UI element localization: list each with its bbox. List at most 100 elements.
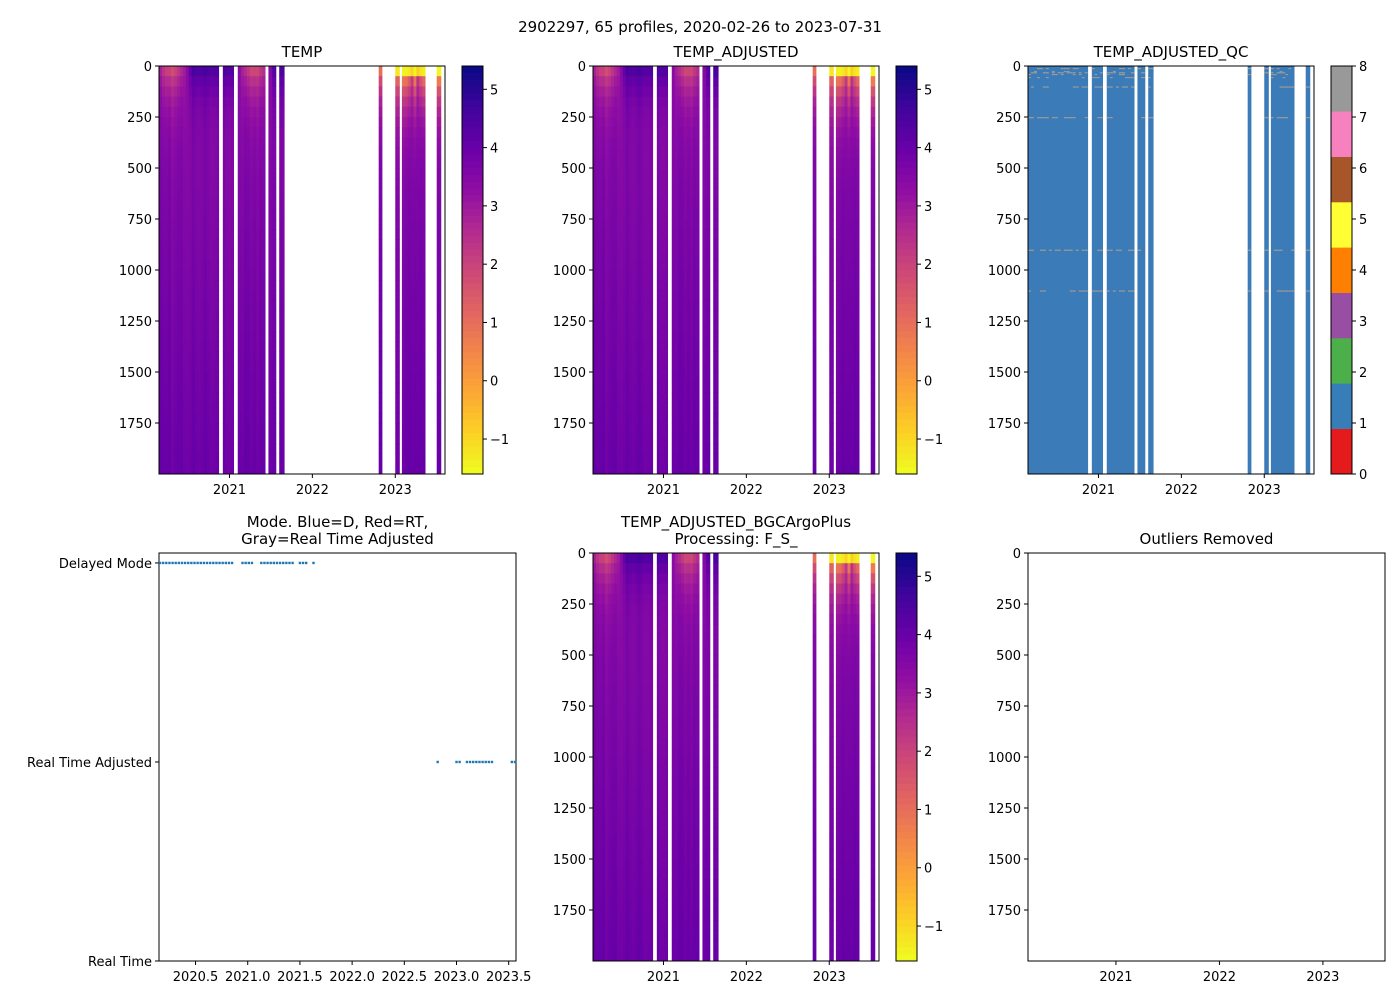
profile-column: [847, 66, 851, 475]
temp-cell: [194, 229, 199, 240]
temp-cell: [613, 808, 618, 819]
temp-cell: [619, 644, 624, 656]
temp-cell: [637, 463, 642, 475]
temp-cell: [604, 706, 609, 717]
temp-cell: [844, 290, 848, 301]
temp-cell: [170, 361, 175, 373]
temp-cell: [835, 188, 840, 199]
temp-cell: [637, 188, 642, 199]
temp-cell: [610, 127, 615, 138]
colorbar-segment: [462, 168, 483, 176]
temp-cell: [246, 219, 251, 230]
temp-cell: [619, 879, 624, 890]
temp-cell: [835, 198, 840, 210]
temp-cell: [640, 168, 645, 179]
temp-cell: [595, 351, 600, 363]
profile-column: [1063, 66, 1068, 474]
temp-cell: [643, 127, 648, 138]
temp-cell: [593, 930, 597, 941]
temp-cell: [170, 239, 175, 250]
temp-cell: [812, 453, 817, 465]
temp-cell: [662, 66, 666, 77]
temp-cell: [593, 787, 597, 799]
temp-cell: [593, 188, 597, 199]
temp-cell: [419, 392, 423, 403]
temp-cell: [674, 290, 679, 301]
temp-cell: [625, 423, 630, 434]
temp-cell: [870, 76, 876, 87]
temp-cell: [637, 280, 642, 291]
temp-cell: [197, 270, 202, 281]
temp-cell: [228, 86, 232, 97]
temp-cell: [646, 117, 651, 128]
temp-cell: [601, 644, 606, 656]
temp-cell: [185, 412, 190, 424]
temp-cell: [715, 443, 719, 454]
temp-cell: [255, 76, 260, 87]
temp-cell: [225, 423, 229, 434]
temp-cell: [607, 127, 612, 138]
temp-cell: [268, 310, 273, 322]
temp-cell: [696, 321, 700, 332]
temp-cell: [197, 382, 202, 393]
temp-cell: [829, 361, 834, 373]
temp-cell: [170, 86, 175, 97]
temp-cell: [410, 86, 414, 97]
temp-cell: [407, 270, 411, 281]
temp-cell: [246, 157, 251, 169]
temp-cell: [829, 372, 834, 383]
temp-cell: [631, 402, 636, 414]
profile-column: [173, 66, 178, 475]
temp-cell: [625, 76, 630, 87]
temp-cell: [259, 270, 263, 281]
temp-cell: [812, 280, 817, 291]
temp-cell: [850, 310, 854, 322]
temp-cell: [812, 239, 817, 250]
realtime-adjusted-point: [490, 760, 494, 764]
temp-cell: [696, 157, 700, 169]
temp-cell: [683, 168, 688, 179]
temp-cell: [677, 229, 682, 240]
temp-cell: [194, 453, 199, 465]
qc-flag-8: [1285, 86, 1289, 88]
temp-cell: [203, 412, 208, 424]
temp-cell: [173, 168, 178, 179]
temp-cell: [230, 280, 235, 291]
temp-cell: [262, 453, 266, 465]
temp-cell: [252, 382, 257, 393]
temp-cell: [173, 392, 178, 403]
temp-cell: [628, 300, 633, 312]
temp-cell: [593, 797, 597, 809]
colorbar-segment: [896, 304, 917, 312]
temp-cell: [191, 127, 196, 138]
temp-cell: [413, 433, 417, 444]
temp-cell: [680, 106, 685, 118]
temp-cell: [616, 950, 621, 962]
temp-cell: [829, 341, 834, 352]
temp-cell: [613, 198, 618, 210]
temp-cell: [619, 66, 624, 77]
temp-cell: [212, 270, 217, 281]
temp-cell: [646, 433, 651, 444]
temp-cell: [436, 392, 442, 403]
temp-cell: [230, 321, 235, 332]
temp-cell: [713, 392, 717, 403]
qc-flag-8: [1109, 77, 1113, 79]
temp-cell: [404, 382, 409, 393]
colorbar-segment: [462, 79, 483, 87]
temp-cell: [625, 249, 630, 261]
temp-cell: [610, 767, 615, 778]
profile-column: [628, 66, 633, 475]
colorbar-segment: [462, 222, 483, 230]
temp-cell: [200, 372, 205, 383]
temp-cell: [604, 726, 609, 737]
temp-cell: [206, 463, 211, 475]
temp-cell: [598, 665, 603, 676]
temp-cell: [706, 86, 711, 97]
temp-cell: [622, 675, 627, 686]
temp-cell: [715, 229, 719, 240]
temp-cell: [634, 127, 639, 138]
temp-cell: [237, 463, 242, 475]
temp-cell: [159, 453, 163, 465]
temp-cell: [182, 290, 187, 301]
